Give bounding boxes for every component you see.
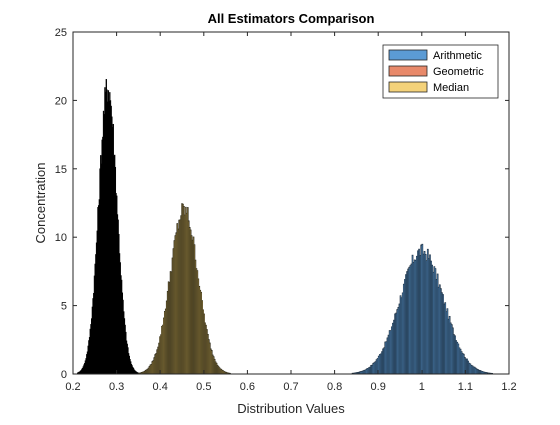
y-tick-label: 10: [55, 232, 67, 244]
x-tick-label: 0.2: [65, 381, 80, 393]
x-tick-label: 0.4: [153, 381, 168, 393]
x-tick-label: 1.2: [501, 381, 516, 393]
legend-swatch-median: [388, 81, 428, 93]
y-tick-label: 25: [55, 27, 67, 39]
ticks-layer: 0.2 0.3 0.4 0.5 0.6 0.7 0.8 0.9 1 1.1 1.2 0 5 10 15 20 2…: [55, 27, 517, 393]
x-tick-label: 0.9: [371, 381, 386, 393]
y-tick-label: 20: [55, 95, 67, 107]
x-tick-label: 1.1: [458, 381, 473, 393]
x-axis-label: Distribution Values: [237, 401, 345, 416]
legend-swatch-geometric: [388, 65, 428, 77]
legend-swatch-arithmetic: [388, 49, 428, 61]
x-tick-label: 0.8: [327, 381, 342, 393]
x-tick-label: 0.3: [109, 381, 124, 393]
legend-label-arithmetic: Arithmetic: [433, 50, 482, 62]
chart-title: All Estimators Comparison: [208, 11, 375, 26]
legend-items: Arithmetic Geometric Median: [388, 49, 484, 94]
y-tick-label: 0: [61, 369, 67, 381]
legend: Arithmetic Geometric Median: [382, 44, 499, 99]
x-tick-label: 0.7: [283, 381, 298, 393]
legend-label-geometric: Geometric: [433, 66, 484, 78]
x-tick-label: 0.5: [196, 381, 211, 393]
legend-label-median: Median: [433, 82, 469, 94]
y-tick-label: 5: [61, 301, 67, 313]
x-tick-label: 0.6: [240, 381, 255, 393]
y-tick-label: 15: [55, 164, 67, 176]
x-tick-label: 1: [419, 381, 425, 393]
y-axis-label: Concentration: [33, 163, 48, 244]
